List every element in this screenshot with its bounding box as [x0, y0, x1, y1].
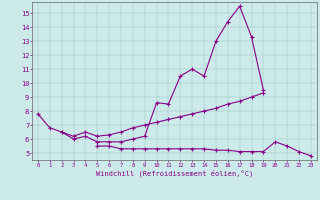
X-axis label: Windchill (Refroidissement éolien,°C): Windchill (Refroidissement éolien,°C)	[96, 169, 253, 177]
